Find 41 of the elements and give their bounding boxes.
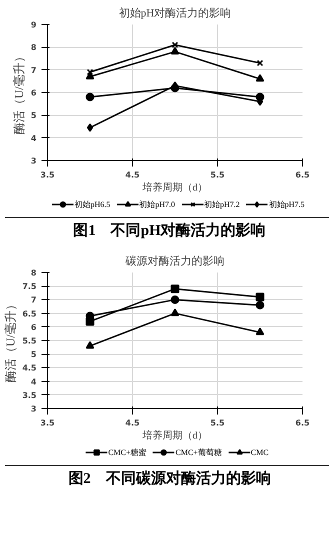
y-tick-label: 6.5 [22,309,37,318]
y-tick-label: 9 [30,20,37,30]
x-tick-label: 5.5 [210,418,226,428]
legend-label: 初始pH7.0 [139,198,175,210]
y-tick-label: 7 [30,66,37,75]
legend-label: 初始pH6.5 [74,198,110,210]
y-tick-label: 8 [30,43,37,52]
y-tick-label: 3 [30,156,37,166]
x-tick-label: 4.5 [125,170,140,180]
x-tick-label: 3.5 [40,418,56,428]
legend-label: CMC+葡萄糖 [176,446,222,458]
y-axis-title: 酶活（U/毫升） [3,298,18,382]
x-tick-label: 6.5 [295,418,310,428]
y-tick-label: 3.5 [22,390,37,400]
y-tick-label: 6 [30,88,37,98]
y-tick-label: 8 [30,268,37,278]
y-tick-label: 4 [30,377,37,386]
y-tick-label: 3 [30,404,37,414]
y-tick-label: 4.5 [22,364,37,373]
y-tick-label: 6 [30,322,37,332]
legend-label: 初始pH7.2 [204,198,240,210]
caption: 图2 不同碳源对酶活力的影响 [68,469,271,489]
chart-title: 初始pH对酶活力的影响 [118,6,232,20]
legend-label: CMC [250,446,270,458]
chart-title: 碳源对酶活力的影响 [124,254,224,268]
x-axis-title: 培养周期（d） [142,182,208,194]
x-axis-title: 培养周期（d） [142,430,208,442]
y-tick-label: 5.5 [22,336,37,346]
y-tick-label: 4 [30,134,37,143]
y-axis-title: 酶活（U/毫升） [12,50,26,134]
y-tick-label: 7.5 [22,282,37,292]
caption: 图1 不同pH对酶活力的影响 [73,221,266,241]
x-tick-label: 6.5 [295,170,310,180]
y-tick-label: 5 [30,350,37,360]
y-tick-label: 7 [30,296,37,305]
legend-label: CMC+糖蜜 [108,446,146,458]
y-tick-label: 5 [30,111,37,120]
x-tick-label: 4.5 [125,418,140,428]
legend-label: 初始pH7.5 [268,198,305,210]
x-tick-label: 5.5 [210,170,226,180]
x-tick-label: 3.5 [40,170,56,180]
